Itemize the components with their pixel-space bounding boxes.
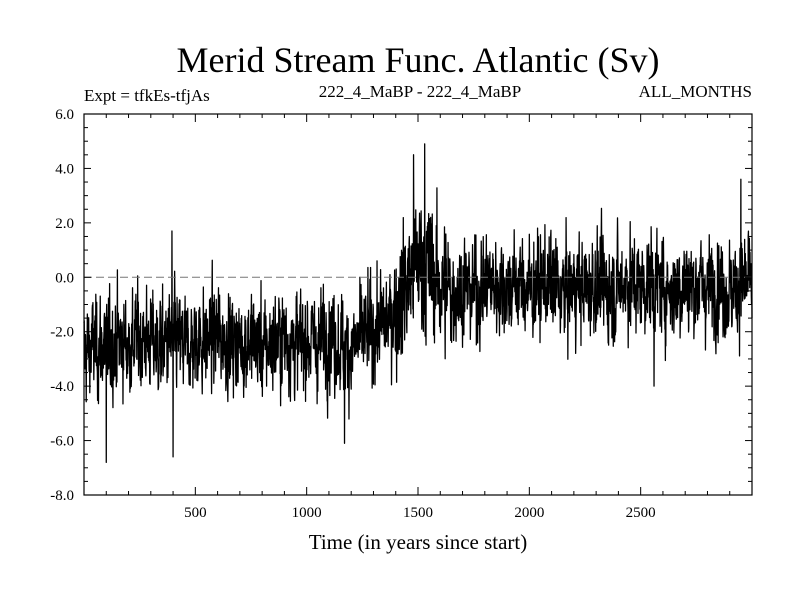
plot-frame [83,113,753,496]
y-tick-label: 6.0 [55,107,74,123]
subtitle-period: 222_4_MaBP - 222_4_MaBP [319,82,521,101]
x-tick-label: 500 [184,505,207,521]
y-tick-label: 4.0 [55,161,74,177]
series-line [83,143,753,463]
y-tick-label: -4.0 [50,379,74,395]
plot-area: -8.0 -6.0 -4.0 -2.0 0.0 2.0 4.0 6.0 500 1000 1500… [50,107,753,521]
x-tick-label: 2000 [514,505,544,521]
x-axis: 500 1000 1500 2000 2500 [105,114,731,521]
y-tick-label: -8.0 [50,488,74,504]
x-axis-title: Time (in years since start) [309,530,528,554]
y-tick-label: -2.0 [50,325,74,341]
y-axis: -8.0 -6.0 -4.0 -2.0 0.0 2.0 4.0 6.0 [50,107,752,504]
subtitle-experiment: Expt = tfkEs-tfjAs [84,86,210,105]
series-group [83,143,753,463]
y-tick-label: 0.0 [55,270,74,286]
y-tick-label: 2.0 [55,216,74,232]
y-tick-label: -6.0 [50,434,74,450]
x-tick-label: 2500 [626,505,656,521]
x-tick-label: 1000 [292,505,322,521]
subtitle-months: ALL_MONTHS [639,82,752,101]
chart-title: Merid Stream Func. Atlantic (Sv) [177,40,660,80]
x-tick-label: 1500 [403,505,433,521]
